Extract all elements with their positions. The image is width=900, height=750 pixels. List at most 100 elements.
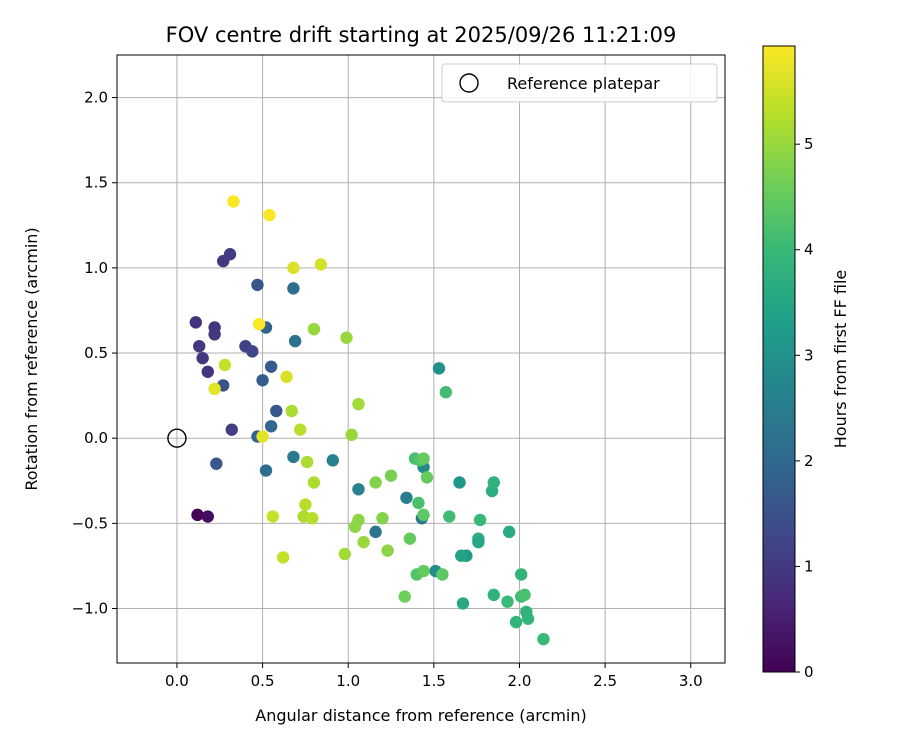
- colorbar-tick-label: 2: [804, 452, 814, 470]
- data-point: [384, 469, 398, 482]
- data-point: [432, 362, 446, 375]
- colorbar-tick-label: 1: [804, 557, 814, 575]
- data-point: [487, 588, 500, 602]
- data-point: [436, 568, 449, 581]
- data-point: [518, 588, 531, 602]
- data-point: [201, 365, 214, 378]
- legend: Reference platepar: [441, 63, 718, 103]
- y-tick-label: −0.5: [72, 514, 108, 532]
- colorbar-tick-label: 0: [804, 663, 814, 681]
- data-point: [210, 457, 223, 470]
- data-point: [453, 476, 466, 489]
- colorbar-label: Hours from first FF file: [831, 270, 850, 449]
- data-point: [294, 423, 307, 436]
- data-point: [473, 513, 487, 527]
- x-tick-label: 2.5: [593, 672, 617, 690]
- reference-platepar-marker: [167, 428, 187, 448]
- data-point: [259, 464, 273, 477]
- data-point: [285, 404, 298, 418]
- data-point: [417, 508, 430, 522]
- data-point: [266, 510, 280, 523]
- data-point: [338, 547, 351, 561]
- grid-lines: [117, 55, 725, 663]
- chart-title: FOV centre drift starting at 2025/09/26 …: [166, 23, 677, 47]
- data-point: [376, 512, 389, 525]
- data-point: [223, 248, 237, 261]
- plot-background: [117, 55, 725, 663]
- data-point: [509, 615, 523, 629]
- data-point: [256, 374, 269, 387]
- data-point: [456, 597, 470, 610]
- data-point: [287, 450, 300, 464]
- data-point: [251, 278, 264, 292]
- data-point: [400, 491, 413, 505]
- data-point: [352, 483, 365, 496]
- legend-open-circle-icon: [459, 73, 479, 93]
- y-tick-label: 2.0: [84, 89, 108, 107]
- data-point: [348, 520, 362, 533]
- data-point: [514, 568, 528, 581]
- data-point: [398, 590, 411, 603]
- data-point: [487, 476, 500, 489]
- colorbar-tick-label: 4: [804, 241, 814, 259]
- data-point: [225, 423, 238, 436]
- data-point: [345, 428, 358, 441]
- data-point: [503, 525, 516, 539]
- data-point: [300, 455, 314, 469]
- data-point: [443, 510, 456, 523]
- x-tick-label: 3.0: [679, 672, 703, 690]
- data-point: [417, 564, 430, 578]
- data-point: [521, 612, 535, 625]
- data-point: [340, 331, 353, 344]
- legend-box: [441, 63, 718, 103]
- x-axis-ticks: 0.0 0.5 1.0 1.5 2.0 2.5 3.0: [165, 663, 703, 690]
- data-point: [403, 532, 417, 545]
- data-point: [326, 454, 339, 467]
- data-point: [227, 195, 240, 208]
- data-point: [472, 535, 485, 549]
- data-point: [381, 544, 394, 557]
- data-point: [191, 508, 204, 522]
- data-point: [256, 430, 269, 443]
- data-point: [412, 496, 425, 510]
- y-tick-label: 1.0: [84, 259, 108, 277]
- data-point: [193, 340, 206, 353]
- data-point: [299, 498, 312, 511]
- data-point: [276, 551, 290, 564]
- colorbar-tick-label: 3: [804, 346, 814, 364]
- data-point: [352, 397, 365, 411]
- y-tick-label: 0.0: [84, 429, 108, 447]
- data-point: [208, 328, 221, 341]
- data-point: [218, 358, 232, 372]
- x-axis-label: Angular distance from reference (arcmin): [255, 706, 586, 725]
- data-point: [537, 632, 550, 646]
- data-point: [264, 420, 278, 433]
- data-point: [357, 535, 370, 549]
- data-point: [264, 360, 278, 373]
- data-point: [369, 525, 382, 539]
- data-points: [189, 195, 550, 646]
- data-point: [307, 476, 321, 489]
- data-point: [501, 595, 514, 608]
- data-point: [280, 370, 293, 384]
- data-point: [270, 404, 283, 418]
- x-tick-label: 0.0: [165, 672, 189, 690]
- y-tick-label: 1.5: [84, 174, 108, 192]
- y-tick-label: 0.5: [84, 344, 108, 362]
- y-axis-ticks: −1.0 −0.5 0.0 0.5 1.0 1.5 2.0: [72, 89, 117, 618]
- data-point: [263, 208, 276, 222]
- y-axis-label: Rotation from reference (arcmin): [22, 227, 41, 490]
- data-point: [189, 316, 202, 329]
- data-point: [196, 351, 209, 365]
- x-tick-label: 1.0: [336, 672, 360, 690]
- data-point: [287, 261, 300, 275]
- x-tick-label: 1.5: [422, 672, 446, 690]
- data-point: [288, 334, 302, 348]
- data-point: [369, 476, 382, 489]
- data-point: [208, 382, 221, 396]
- data-point: [252, 317, 266, 331]
- colorbar: [762, 45, 796, 673]
- y-tick-label: −1.0: [72, 600, 108, 618]
- data-point: [417, 452, 430, 465]
- data-point: [439, 386, 453, 399]
